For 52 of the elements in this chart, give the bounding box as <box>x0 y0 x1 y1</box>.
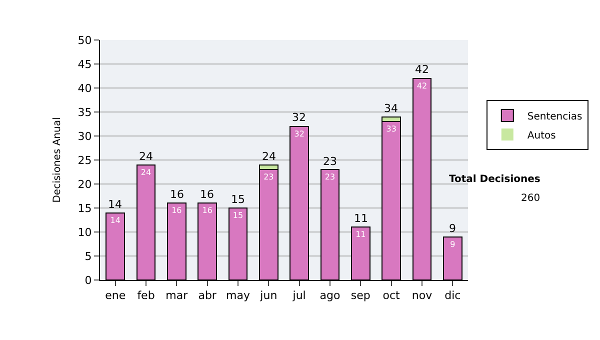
total-label: 15 <box>231 193 245 206</box>
y-tick-label: 10 <box>78 226 92 239</box>
y-tick-label: 50 <box>78 34 92 47</box>
x-tick-label: abr <box>198 289 217 302</box>
y-tick-label: 30 <box>78 130 92 143</box>
x-tick-label: ago <box>320 289 340 302</box>
x-tick-label: mar <box>166 289 188 302</box>
data-label: 23 <box>264 172 274 182</box>
y-axis-title: Decisiones Anual <box>52 117 63 203</box>
data-label: 32 <box>294 129 304 138</box>
total-label: 11 <box>354 212 368 225</box>
data-label: 15 <box>232 211 244 220</box>
total-label: 16 <box>170 188 184 201</box>
total-label: 9 <box>449 222 456 235</box>
data-label: 16 <box>172 206 182 216</box>
text: 260 <box>521 193 540 204</box>
x-tick-label: nov <box>412 289 433 302</box>
data-label: 11 <box>356 230 366 240</box>
total-label: 23 <box>323 155 337 168</box>
y-tick-label: 45 <box>78 58 92 71</box>
data-label: 24 <box>140 168 152 177</box>
total-label: 42 <box>415 63 429 76</box>
x-tick-label: sep <box>350 289 370 302</box>
y-tick-label: 0 <box>84 274 92 287</box>
total-label: 32 <box>292 111 306 124</box>
data-label: 16 <box>202 206 212 216</box>
annotation: Total Decisiones <box>449 174 540 185</box>
data-label: 42 <box>416 81 428 90</box>
x-tick-label: feb <box>137 289 155 302</box>
x-tick-label: oct <box>382 289 401 302</box>
total-label: 14 <box>108 198 122 211</box>
y-tick-label: 5 <box>84 250 92 263</box>
y-tick-label: 15 <box>78 202 92 215</box>
y-tick-label: 35 <box>78 106 92 119</box>
data-label: 14 <box>110 216 120 225</box>
legend-label: Autos <box>527 130 556 142</box>
total-label: 34 <box>384 102 398 115</box>
legend-label: Sentencias <box>527 111 582 122</box>
data-label: 23 <box>324 172 336 182</box>
total-label: 24 <box>262 150 276 163</box>
y-tick-label: 25 <box>78 154 92 167</box>
x-tick-label: jul <box>292 289 306 302</box>
data-label: 9 <box>450 240 456 249</box>
x-tick-label: ene <box>105 289 126 302</box>
x-tick-label: dic <box>444 289 461 302</box>
total-label: 24 <box>139 150 153 163</box>
y-tick-label: 20 <box>78 178 92 191</box>
data-label: 33 <box>386 124 396 134</box>
x-tick-label: may <box>226 289 250 302</box>
y-tick-label: 40 <box>78 82 92 95</box>
total-label: 16 <box>200 188 214 201</box>
x-tick-label: jun <box>259 289 278 302</box>
